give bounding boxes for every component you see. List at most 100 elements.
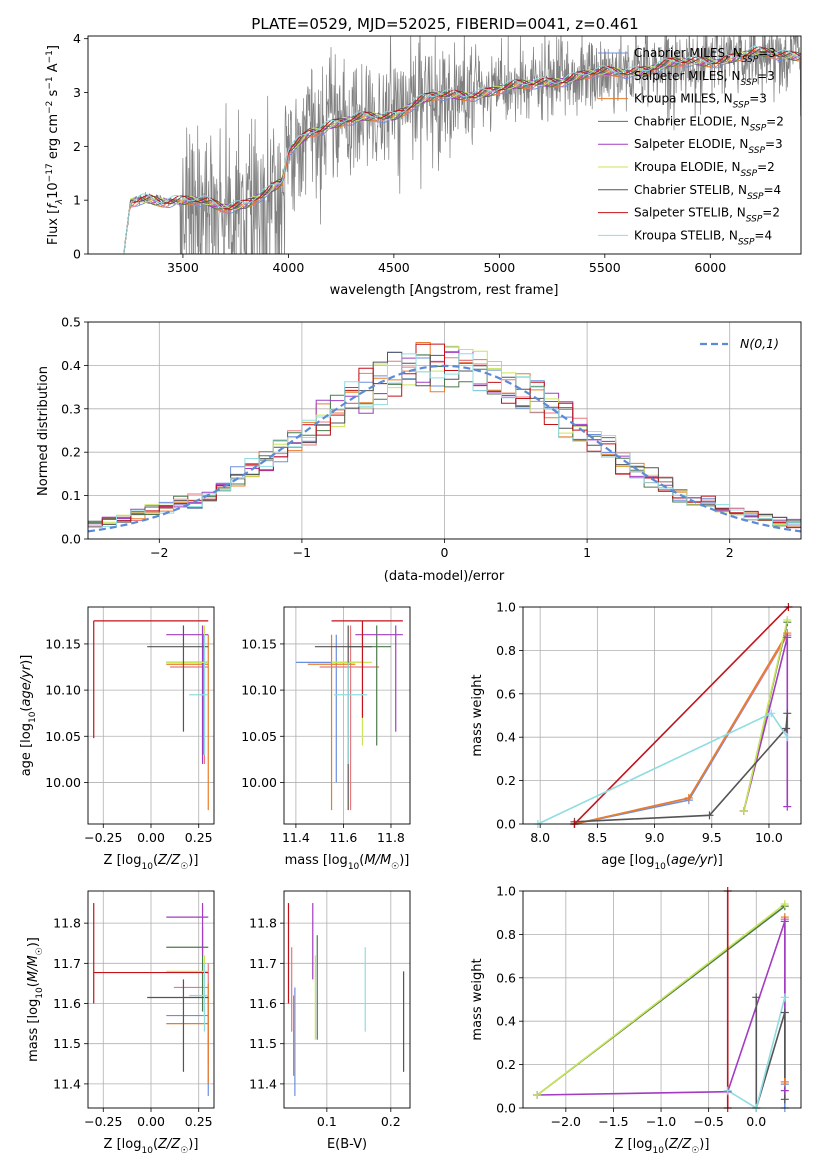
legend-label-kroupa_stelib: Kroupa STELIB, NSSP=4	[634, 228, 772, 247]
residual-hist-panel: −2 −1 0 1 2 0.0 0.1 0.2 0.3 0.4 0.5 N(0,1) (data-mod…	[36, 315, 802, 584]
residual-hist-xtick-label: 2	[726, 545, 734, 560]
mass-vs-ebv-ytick-label: 11.5	[249, 1036, 277, 1051]
age-vs-mass-ytick-label: 10.10	[241, 683, 277, 698]
residual-hist-ytick-label: 0.3	[61, 401, 81, 416]
mass-vs-z-xtick-label: 0.00	[137, 1114, 165, 1129]
weight-vs-age-ytick-label: 0.8	[496, 643, 516, 658]
age-vs-z-ytick-label: 10.05	[45, 729, 81, 744]
legend-label-normal: N(0,1)	[740, 336, 779, 351]
spectrum-plot-area	[123, 36, 801, 254]
residual-hist-ytick-label: 0.0	[61, 532, 81, 547]
age-vs-mass-xtick-label: 11.8	[377, 830, 405, 845]
legend-label-salpeter_stelib: Salpeter STELIB, NSSP=2	[634, 206, 780, 225]
spectrum-xtick-label: 5000	[483, 260, 515, 275]
weight-vs-z-ytick-label: 0.6	[496, 970, 516, 985]
hist-ylabel: Normed distribution	[36, 366, 51, 496]
mass-vs-z-frame	[87, 890, 215, 1109]
spectrum-model-kroupa_elodie	[123, 48, 801, 254]
weight-vs-age-xtick-label: 8.5	[587, 830, 607, 845]
weight-vs-z-marker-chabrier_stelib	[752, 993, 761, 1002]
weight-vs-age-line-salpeter_stelib	[573, 607, 789, 824]
normal-reference-curve	[88, 364, 801, 533]
weight-vs-z-panel: −2.0 −1.5 −1.0 −0.5 0.0 0.0 0.2 0.4 0.6 0.8 1.0 Z […	[470, 884, 802, 1156]
mass-vs-ebv-panel: 0.1 0.2 11.4 11.5 11.6 11.7 11.8 E(B-V)	[249, 890, 411, 1152]
spectrum-ytick-label: 2	[73, 139, 81, 154]
residual-hist-xtick-label: −1	[293, 545, 311, 560]
mass-vs-ebv-ytick-label: 11.7	[249, 956, 277, 971]
hist-step-kroupa_stelib	[88, 353, 801, 530]
weight-vs-age-line-salpeter_miles	[574, 634, 788, 824]
weight-vs-z-ylabel: mass weight	[470, 958, 485, 1040]
age-vs-mass-frame	[283, 606, 411, 825]
weight-vs-age-marker-kroupa_stelib	[783, 733, 792, 742]
weight-vs-z-frame	[522, 890, 802, 1109]
age-vs-z-ytick-label: 10.10	[45, 683, 81, 698]
spectrum-xtick-label: 3500	[167, 260, 199, 275]
mass-vs-z-ylabel: mass [log10(M/M☉)]	[26, 937, 45, 1062]
weight-vs-age-line-chabrier_stelib	[574, 713, 789, 823]
weight-vs-age-marker-salpeter_elodie	[783, 633, 792, 642]
legend-label-chabrier_elodie: Chabrier ELODIE, NSSP=2	[634, 114, 784, 133]
figure-title: PLATE=0529, MJD=52025, FIBERID=0041, z=0…	[251, 15, 638, 33]
weight-vs-age-marker-kroupa_elodie	[783, 616, 792, 625]
mass-vs-ebv-xtick-label: 0.1	[317, 1114, 337, 1129]
age-vs-z-xtick-label: 0.25	[185, 830, 213, 845]
spectrum-xtick-label: 4000	[272, 260, 304, 275]
residual-hist-ytick-label: 0.2	[61, 445, 81, 460]
legend-label-kroupa_elodie: Kroupa ELODIE, NSSP=2	[634, 160, 775, 179]
age-vs-z-xlabel: Z [log10(Z/Z☉)]	[104, 853, 199, 872]
weight-vs-age-panel: 8.0 8.5 9.0 9.5 10.0 0.0 0.2 0.4 0.6 0.8 1.0 age [l…	[470, 600, 802, 872]
residual-hist-xtick-label: 0	[441, 545, 449, 560]
weight-vs-age-xtick-label: 10.0	[755, 830, 783, 845]
residual-hist-plot-area	[88, 322, 801, 539]
legend-label-chabrier_stelib: Chabrier STELIB, NSSP=4	[634, 183, 781, 202]
weight-vs-z-xtick-label: −0.5	[693, 1114, 723, 1129]
mass-vs-ebv-plot-area	[284, 891, 410, 1108]
mass-vs-z-xtick-label: −0.25	[84, 1114, 122, 1129]
weight-vs-z-ytick-label: 0.2	[496, 1057, 516, 1072]
legend-label-salpeter_miles: Salpeter MILES, NSSP=3	[634, 69, 775, 88]
mass-vs-z-ytick-label: 11.8	[53, 916, 81, 931]
weight-vs-z-xtick-label: −2.0	[551, 1114, 581, 1129]
weight-vs-z-ytick-label: 0.0	[496, 1101, 516, 1116]
legend-label-salpeter_elodie: Salpeter ELODIE, NSSP=3	[634, 137, 783, 156]
mass-vs-z-ytick-label: 11.6	[53, 996, 81, 1011]
weight-vs-age-ylabel: mass weight	[470, 674, 485, 756]
age-vs-mass-xtick-label: 11.6	[330, 830, 358, 845]
weight-vs-age-plot-area	[523, 607, 801, 824]
mass-vs-z-ytick-label: 11.5	[53, 1036, 81, 1051]
spectrum-model-kroupa_stelib	[123, 45, 801, 254]
mass-vs-z-panel: −0.25 0.00 0.25 11.4 11.5 11.6 11.7 11.8 Z [log1…	[26, 890, 215, 1156]
weight-vs-age-ytick-label: 1.0	[496, 600, 516, 615]
weight-vs-z-line-kroupa_stelib	[727, 997, 786, 1108]
spectrum-ytick-label: 1	[73, 193, 81, 208]
spectrum-ytick-label: 0	[73, 247, 81, 262]
residual-hist-xtick-label: 1	[583, 545, 591, 560]
weight-vs-z-xtick-label: −1.0	[646, 1114, 676, 1129]
mass-vs-ebv-ytick-label: 11.8	[249, 916, 277, 931]
age-vs-mass-xlabel: mass [log10(M/M☉)]	[285, 853, 410, 872]
weight-vs-z-xtick-label: −1.5	[598, 1114, 628, 1129]
residual-hist-frame	[87, 321, 802, 540]
age-vs-z-ytick-label: 10.00	[45, 775, 81, 790]
mass-vs-z-xtick-label: 0.25	[185, 1114, 213, 1129]
spectrum-frame	[87, 35, 802, 255]
weight-vs-z-marker-chabrier_stelib	[780, 1095, 789, 1104]
age-vs-mass-plot-area	[284, 607, 410, 824]
weight-vs-z-xlabel: Z [log10(Z/Z☉)]	[615, 1137, 710, 1156]
spectrum-panel: 3500 4000 4500 5000 5500 6000 0 1 2 3 4 Chabrier MI…	[45, 31, 802, 298]
weight-vs-age-marker-chabrier_stelib	[705, 811, 714, 820]
spectrum-ylabel: Flux [fλ10−17 erg cm−2 s−1 A−1]	[45, 45, 65, 245]
weight-vs-z-marker-chabrier_stelib	[780, 1008, 789, 1017]
weight-vs-age-line-chabrier_miles	[574, 634, 788, 824]
residual-hist-ytick-label: 0.1	[61, 488, 81, 503]
weight-vs-z-xtick-label: 0.0	[746, 1114, 766, 1129]
hist-xlabel: (data-model)/error	[384, 569, 505, 584]
weight-vs-age-ytick-label: 0.0	[496, 817, 516, 832]
weight-vs-age-marker-chabrier_stelib	[782, 724, 791, 733]
residual-hist-ytick-label: 0.5	[61, 315, 81, 330]
mass-vs-ebv-xlabel: E(B-V)	[327, 1137, 367, 1152]
mass-vs-ebv-frame	[283, 890, 411, 1109]
